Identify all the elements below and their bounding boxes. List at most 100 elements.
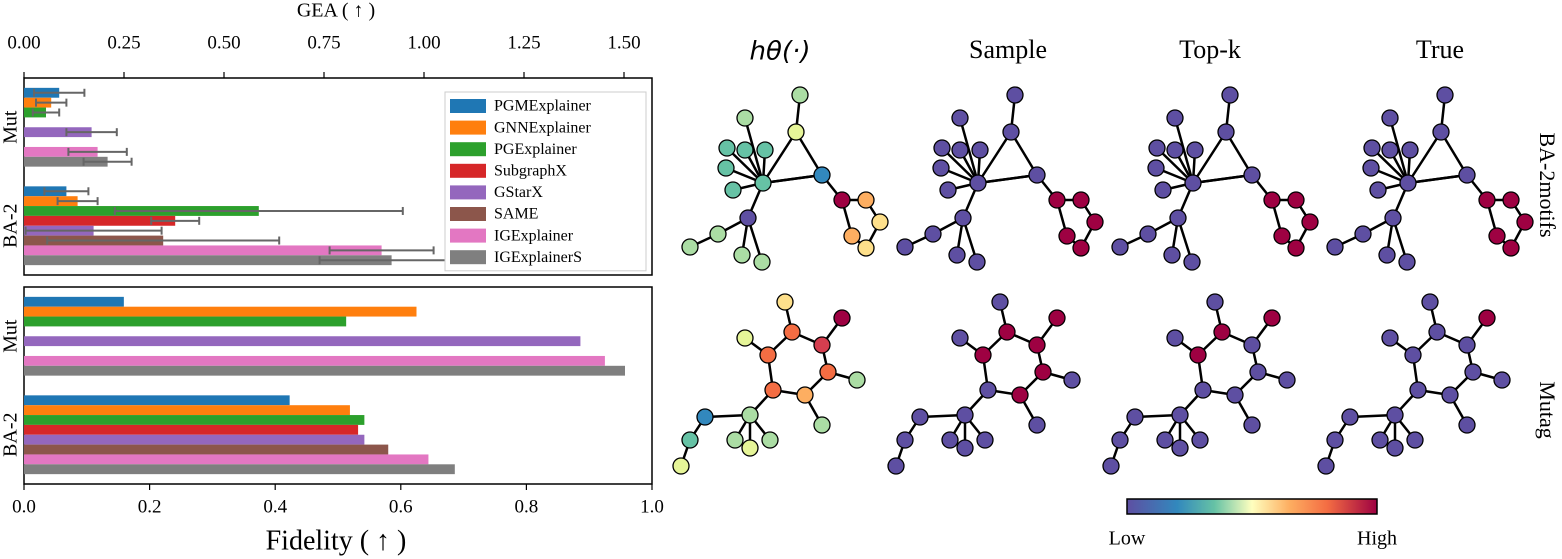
x-tick-label: 0.00	[7, 32, 40, 53]
graph-node	[1048, 309, 1066, 327]
graph-node	[933, 139, 951, 157]
x-tick-label: 0.6	[389, 496, 413, 517]
graph-node	[974, 346, 992, 364]
graph-node	[1369, 181, 1387, 199]
bar	[24, 245, 382, 256]
graph-node	[939, 181, 957, 199]
graph-node	[1432, 123, 1450, 141]
graph-node	[857, 191, 875, 209]
graph-node	[1354, 225, 1372, 243]
graph-node	[1243, 336, 1261, 354]
graph-node	[1186, 141, 1204, 159]
graph-node	[1263, 191, 1281, 209]
legend-swatch	[450, 99, 486, 113]
legend-swatch	[450, 120, 486, 135]
bar	[24, 316, 347, 327]
legend-swatch	[450, 228, 486, 243]
graph-node	[951, 141, 969, 159]
graph-node	[1317, 457, 1335, 475]
graph-node	[1111, 238, 1129, 256]
graph-node	[717, 159, 735, 177]
error-bar	[24, 226, 163, 235]
x-tick-label: 0.8	[515, 496, 539, 517]
graph-node	[956, 439, 974, 457]
graph-node	[1086, 213, 1104, 231]
graph-node	[1488, 227, 1506, 245]
y-tick-label: BA-2	[0, 204, 22, 248]
x-tick-label: 0.25	[107, 32, 140, 53]
graph-node	[1169, 209, 1187, 227]
column-title: hθ(·)	[750, 37, 811, 67]
graph-node	[783, 323, 801, 341]
legend-swatch	[450, 142, 486, 157]
graph-node	[1436, 86, 1454, 104]
graph-node	[1006, 86, 1024, 104]
graph-node	[1401, 141, 1419, 159]
error-bar	[82, 157, 133, 166]
x-tick-label: 0.75	[307, 32, 340, 53]
graph-node	[1034, 363, 1052, 381]
error-bar	[31, 108, 61, 117]
x-tick-label: 1.25	[507, 32, 540, 53]
graph-node	[979, 381, 997, 399]
graph-node	[741, 406, 759, 424]
graph	[672, 293, 866, 475]
graph-node	[976, 431, 994, 449]
graph-node	[1326, 238, 1344, 256]
graph-node	[787, 123, 805, 141]
graph-node	[759, 346, 777, 364]
graph-node	[1363, 139, 1381, 157]
error-bar	[56, 197, 99, 206]
graph-node	[813, 166, 831, 184]
graph-node	[1011, 386, 1029, 404]
graph-node	[1378, 246, 1396, 264]
graph-node	[736, 329, 754, 347]
error-bar	[65, 128, 118, 137]
graph-edge	[1173, 117, 1195, 184]
graph-node	[1028, 336, 1046, 354]
graph-node	[1156, 431, 1174, 449]
graph-node	[1458, 416, 1476, 434]
bar	[24, 127, 92, 138]
graph-node	[1458, 336, 1476, 354]
graph-node	[887, 457, 905, 475]
graph-node	[1243, 416, 1261, 434]
graph-node	[1221, 86, 1239, 104]
colorbar-high: High	[1357, 528, 1397, 550]
graph-node	[1213, 323, 1231, 341]
graph-node	[718, 139, 736, 157]
bar	[24, 255, 392, 266]
graph-node	[1386, 406, 1404, 424]
graph-node	[1428, 323, 1446, 341]
graph-node	[1194, 381, 1212, 399]
y-tick-label: Mut	[0, 110, 22, 144]
graph-node	[948, 246, 966, 264]
legend-label: IGExplainer	[494, 227, 574, 244]
graph-node	[1381, 329, 1399, 347]
legend-swatch	[450, 163, 486, 178]
legend-label: PGExplainer	[494, 141, 577, 158]
graph-node	[681, 238, 699, 256]
graph-node	[1171, 406, 1189, 424]
graph-node	[1072, 239, 1090, 257]
x-tick-label: 0.0	[12, 496, 36, 517]
graph-node	[969, 174, 987, 192]
graph	[1111, 86, 1319, 271]
error-bar	[150, 216, 201, 225]
column-title: Sample	[969, 35, 1047, 64]
bar	[24, 424, 359, 435]
graph-node	[1493, 371, 1511, 389]
graph-node	[1263, 309, 1281, 327]
graph-node	[1249, 363, 1267, 381]
graph-node	[1147, 159, 1165, 177]
error-bar	[113, 206, 404, 215]
legend-label: SAME	[494, 206, 538, 223]
legend-label: GNNExplainer	[494, 119, 592, 136]
graph-node	[754, 174, 772, 192]
graph-node	[726, 431, 744, 449]
x-tick-label: 0.50	[207, 32, 240, 53]
bar	[24, 296, 124, 307]
graph-node	[796, 386, 814, 404]
y-tick-label: Mut	[0, 319, 22, 353]
x-tick-label: 1.50	[607, 32, 640, 53]
